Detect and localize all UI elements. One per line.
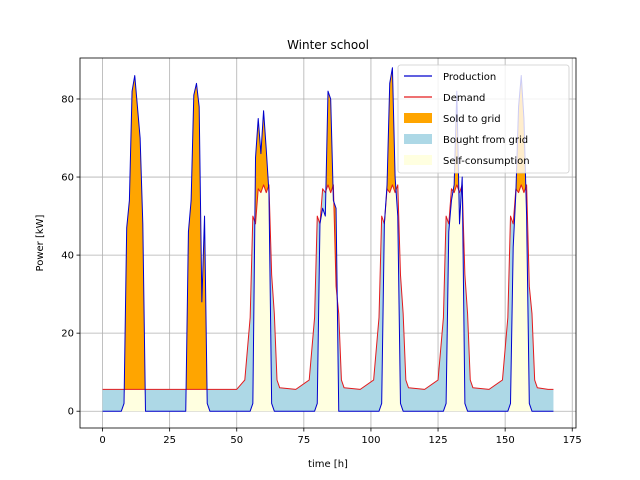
y-tick-label: 60 xyxy=(61,173,74,184)
y-tick-label: 80 xyxy=(61,94,74,105)
legend-label-production: Production xyxy=(443,72,496,83)
y-tick-label: 0 xyxy=(68,407,74,418)
demand-line xyxy=(102,184,554,390)
x-tick-label: 150 xyxy=(496,435,515,446)
x-tick-label: 0 xyxy=(99,435,105,446)
legend-label-sold: Sold to grid xyxy=(443,114,501,125)
legend-box xyxy=(397,64,570,174)
self-consumption-area xyxy=(102,184,554,412)
series-lines xyxy=(102,67,554,412)
sold-to-grid-area xyxy=(102,67,554,412)
legend-swatch-bought xyxy=(404,134,432,144)
x-tick-label: 25 xyxy=(163,435,176,446)
ticks: 0 25 50 75 100 125 150 175 0 20 40 60 80 xyxy=(61,94,582,446)
legend-swatch-sold xyxy=(404,113,432,123)
area-fills xyxy=(102,67,554,412)
x-tick-label: 125 xyxy=(428,435,447,446)
bought-from-grid-area xyxy=(102,184,554,412)
x-tick-label: 175 xyxy=(563,435,582,446)
legend-label-self: Self-consumption xyxy=(443,156,530,167)
production-line xyxy=(102,67,554,412)
y-tick-label: 40 xyxy=(61,251,74,262)
legend-label-bought: Bought from grid xyxy=(443,135,528,146)
plot-frame xyxy=(79,57,577,429)
chart-title: Winter school xyxy=(287,38,369,52)
legend: Production Demand Sold to grid Bought from … xyxy=(397,64,570,174)
y-tick-label: 20 xyxy=(61,329,74,340)
y-axis-label: Power [kW] xyxy=(35,214,46,271)
x-tick-label: 100 xyxy=(361,435,380,446)
legend-label-demand: Demand xyxy=(443,93,485,104)
x-axis-label: time [h] xyxy=(308,459,348,470)
legend-swatch-self xyxy=(404,155,432,165)
x-tick-label: 50 xyxy=(230,435,243,446)
x-tick-label: 75 xyxy=(297,435,310,446)
